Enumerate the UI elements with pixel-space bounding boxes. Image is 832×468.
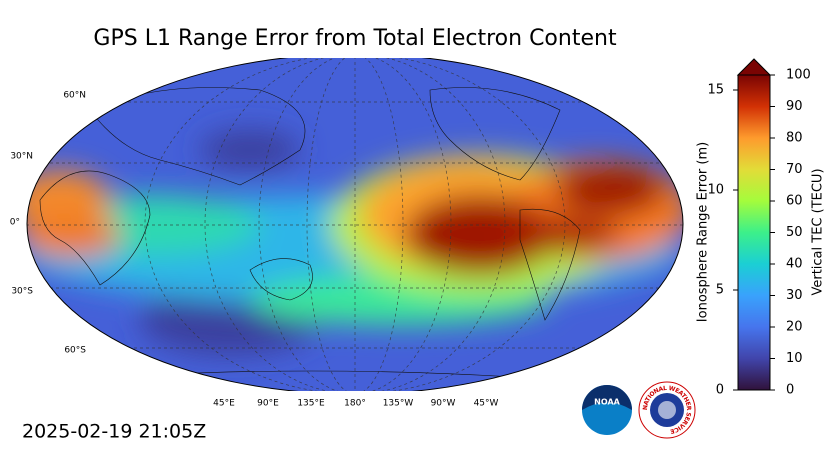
lat-label: 30°N [10,152,33,162]
right-tick-label: 60 [786,194,803,209]
lon-label: 135°E [297,399,325,409]
left-axis-label: Ionosphere Range Error (m) [696,142,711,322]
right-tick-label: 80 [786,131,803,146]
lat-labels: 60°N 30°N 0° 30°S 60°S [10,91,87,356]
lon-label: 90°W [431,399,456,409]
colorbar: Ionosphere Range Error (m) Vertical TEC … [696,58,826,398]
right-tick-label: 10 [786,351,803,366]
right-tick-label: 90 [786,99,803,114]
right-tick-label: 20 [786,320,803,335]
lat-label: 30°S [11,287,33,297]
lon-label: 135°W [383,399,414,409]
left-tick-label: 0 [716,383,724,398]
lon-labels: 45°E 90°E 135°E 180° 135°W 90°W 45°W [213,399,498,409]
title: GPS L1 Range Error from Total Electron C… [93,26,617,51]
noaa-text: NOAA [594,398,620,407]
left-tick-label: 5 [716,283,724,298]
right-tick-label: 0 [786,383,794,398]
lon-label: 45°W [474,399,499,409]
lat-label: 60°N [63,91,86,101]
left-tick-label: 10 [707,183,724,198]
map [26,58,684,391]
right-tick-label: 40 [786,257,803,272]
lon-label: 180° [344,399,366,409]
nws-logo: NATIONAL WEATHER SERVICE [638,381,696,439]
right-axis-label: Vertical TEC (TECU) [811,168,826,295]
right-tick-label: 100 [786,68,811,83]
right-tick-label: 30 [786,288,803,303]
right-tick-label: 50 [786,225,803,240]
left-tick-label: 15 [707,83,724,98]
right-tick-label: 70 [786,162,803,177]
lon-label: 45°E [213,399,235,409]
lat-label: 0° [10,218,20,228]
lon-label: 90°E [257,399,279,409]
noaa-logo: NOAA [582,385,632,435]
timestamp: 2025-02-19 21:05Z [22,421,206,443]
lat-label: 60°S [64,346,86,356]
